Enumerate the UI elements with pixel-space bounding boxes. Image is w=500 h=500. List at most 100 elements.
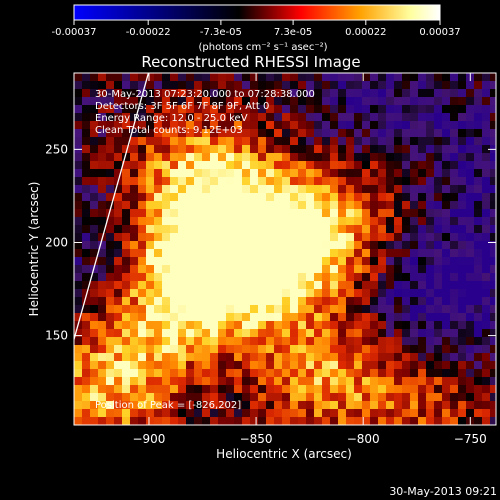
heatmap-cell	[162, 177, 171, 186]
heatmap-cell	[178, 217, 187, 226]
heatmap-cell	[82, 321, 91, 330]
heatmap-cell	[266, 361, 275, 370]
heatmap-cell	[274, 353, 283, 362]
heatmap-cell	[170, 233, 179, 242]
heatmap-cell	[202, 401, 211, 410]
heatmap-cell	[130, 161, 139, 170]
heatmap-cell	[114, 209, 123, 218]
heatmap-cell	[202, 217, 211, 226]
heatmap-cell	[242, 249, 251, 258]
colorbar-tick-label: -0.00037	[52, 27, 97, 38]
heatmap-cell	[98, 145, 107, 154]
heatmap-cell	[98, 273, 107, 282]
heatmap-cell	[138, 73, 147, 82]
heatmap-cell	[458, 73, 467, 82]
heatmap-cell	[218, 385, 227, 394]
heatmap-cell	[250, 249, 259, 258]
heatmap-cell	[290, 193, 299, 202]
heatmap-cell	[466, 209, 475, 218]
heatmap-cell	[394, 265, 403, 274]
heatmap-cell	[298, 361, 307, 370]
heatmap-cell	[274, 233, 283, 242]
heatmap-cell	[82, 193, 91, 202]
heatmap-cell	[266, 321, 275, 330]
heatmap-cell	[418, 377, 427, 386]
heatmap-cell	[386, 177, 395, 186]
heatmap-cell	[210, 265, 219, 274]
heatmap-cell	[410, 121, 419, 130]
heatmap-cell	[490, 185, 496, 194]
heatmap-cell	[218, 73, 227, 82]
heatmap-cell	[306, 257, 315, 266]
heatmap-cell	[274, 345, 283, 354]
heatmap-cell	[298, 193, 307, 202]
heatmap-cell	[130, 417, 139, 425]
heatmap-cell	[386, 377, 395, 386]
heatmap-cell	[130, 393, 139, 402]
heatmap-cell	[410, 137, 419, 146]
heatmap-cell	[402, 193, 411, 202]
heatmap-cell	[378, 241, 387, 250]
heatmap-cell	[458, 369, 467, 378]
heatmap-cell	[386, 209, 395, 218]
heatmap-cell	[218, 265, 227, 274]
heatmap-cell	[386, 265, 395, 274]
heatmap-cell	[298, 97, 307, 106]
heatmap-cell	[418, 305, 427, 314]
heatmap-cell	[354, 217, 363, 226]
heatmap-cell	[98, 129, 107, 138]
heatmap-cell	[258, 409, 267, 418]
heatmap-cell	[330, 225, 339, 234]
heatmap-cell	[266, 265, 275, 274]
heatmap-cell	[306, 161, 315, 170]
heatmap-cell	[242, 177, 251, 186]
x-tick-label: −750	[454, 432, 487, 446]
heatmap-cell	[482, 105, 491, 114]
heatmap-cell	[298, 297, 307, 306]
heatmap-cell	[370, 185, 379, 194]
heatmap-cell	[402, 105, 411, 114]
heatmap-cell	[330, 393, 339, 402]
heatmap-cell	[170, 257, 179, 266]
colorbar-tick-label: 0.00037	[419, 27, 460, 38]
heatmap-cell	[154, 73, 163, 82]
heatmap-cell	[258, 393, 267, 402]
heatmap-cell	[434, 369, 443, 378]
heatmap-cell	[242, 393, 251, 402]
heatmap-cell	[162, 257, 171, 266]
heatmap-cell	[274, 89, 283, 98]
heatmap-cell	[418, 121, 427, 130]
heatmap-cell	[362, 113, 371, 122]
heatmap-cell	[426, 193, 435, 202]
heatmap-cell	[426, 361, 435, 370]
heatmap-cell	[338, 169, 347, 178]
heatmap-cell	[178, 153, 187, 162]
heatmap-cell	[298, 217, 307, 226]
heatmap-cell	[114, 393, 123, 402]
heatmap-cell	[338, 377, 347, 386]
heatmap-cell	[210, 393, 219, 402]
heatmap-cell	[450, 233, 459, 242]
heatmap-cell	[178, 273, 187, 282]
heatmap-cell	[490, 369, 496, 378]
heatmap-cell	[314, 185, 323, 194]
heatmap-cell	[122, 169, 131, 178]
heatmap-cell	[474, 409, 483, 418]
heatmap-cell	[426, 177, 435, 186]
heatmap-cell	[314, 97, 323, 106]
heatmap-cell	[466, 377, 475, 386]
heatmap-cell	[82, 377, 91, 386]
heatmap-cell	[282, 265, 291, 274]
heatmap-cell	[442, 185, 451, 194]
heatmap-cell	[282, 377, 291, 386]
heatmap-cell	[458, 129, 467, 138]
heatmap-cell	[458, 273, 467, 282]
heatmap-cell	[474, 137, 483, 146]
heatmap-cell	[362, 377, 371, 386]
heatmap-cell	[218, 377, 227, 386]
heatmap-cell	[482, 73, 491, 82]
heatmap-cell	[154, 257, 163, 266]
heatmap-cell	[442, 345, 451, 354]
heatmap-cell	[282, 209, 291, 218]
heatmap-cell	[186, 89, 195, 98]
